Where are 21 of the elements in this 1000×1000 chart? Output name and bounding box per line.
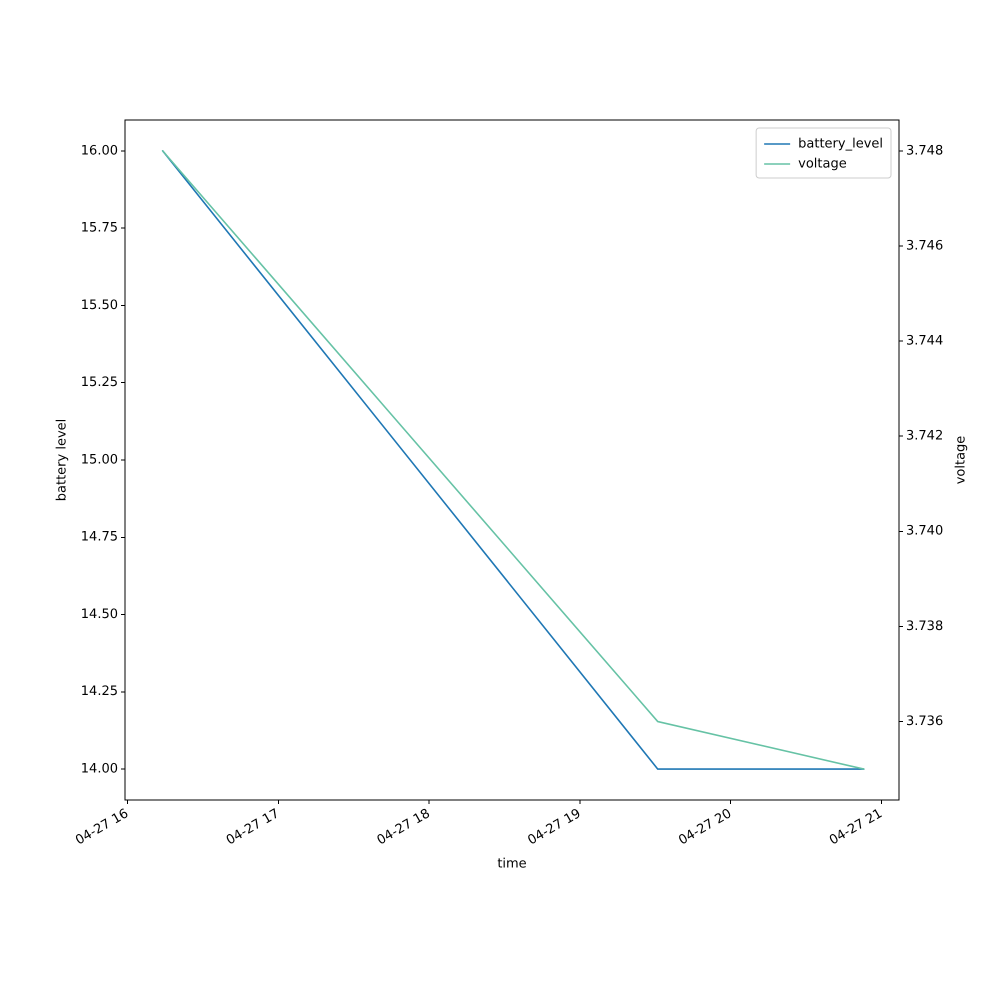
y-tick-label: 15.25 bbox=[80, 375, 118, 390]
y2-tick-label: 3.740 bbox=[906, 524, 944, 539]
y2-tick-label: 3.742 bbox=[906, 428, 944, 444]
y-tick-label: 15.00 bbox=[80, 452, 118, 468]
y-tick-label: 14.75 bbox=[80, 530, 118, 545]
legend-label: voltage bbox=[798, 156, 847, 172]
y-tick-label: 14.00 bbox=[80, 761, 118, 776]
y2-tick-label: 3.748 bbox=[906, 143, 944, 158]
y2-tick-label: 3.738 bbox=[906, 618, 944, 634]
x-axis-title: time bbox=[497, 856, 527, 872]
legend-label: battery_level bbox=[798, 136, 884, 152]
y-tick-label: 15.50 bbox=[80, 298, 118, 313]
y2-tick-label: 3.744 bbox=[906, 333, 944, 348]
y2-tick-label: 3.736 bbox=[906, 714, 944, 729]
y-axis-title: battery level bbox=[54, 418, 70, 502]
y-tick-label: 14.25 bbox=[80, 684, 118, 700]
y-tick-label: 16.00 bbox=[80, 143, 118, 158]
y-tick-label: 15.75 bbox=[80, 220, 118, 236]
y2-tick-label: 3.746 bbox=[906, 238, 944, 254]
y2-axis-title: voltage bbox=[953, 436, 968, 484]
y-tick-label: 14.50 bbox=[80, 606, 118, 622]
